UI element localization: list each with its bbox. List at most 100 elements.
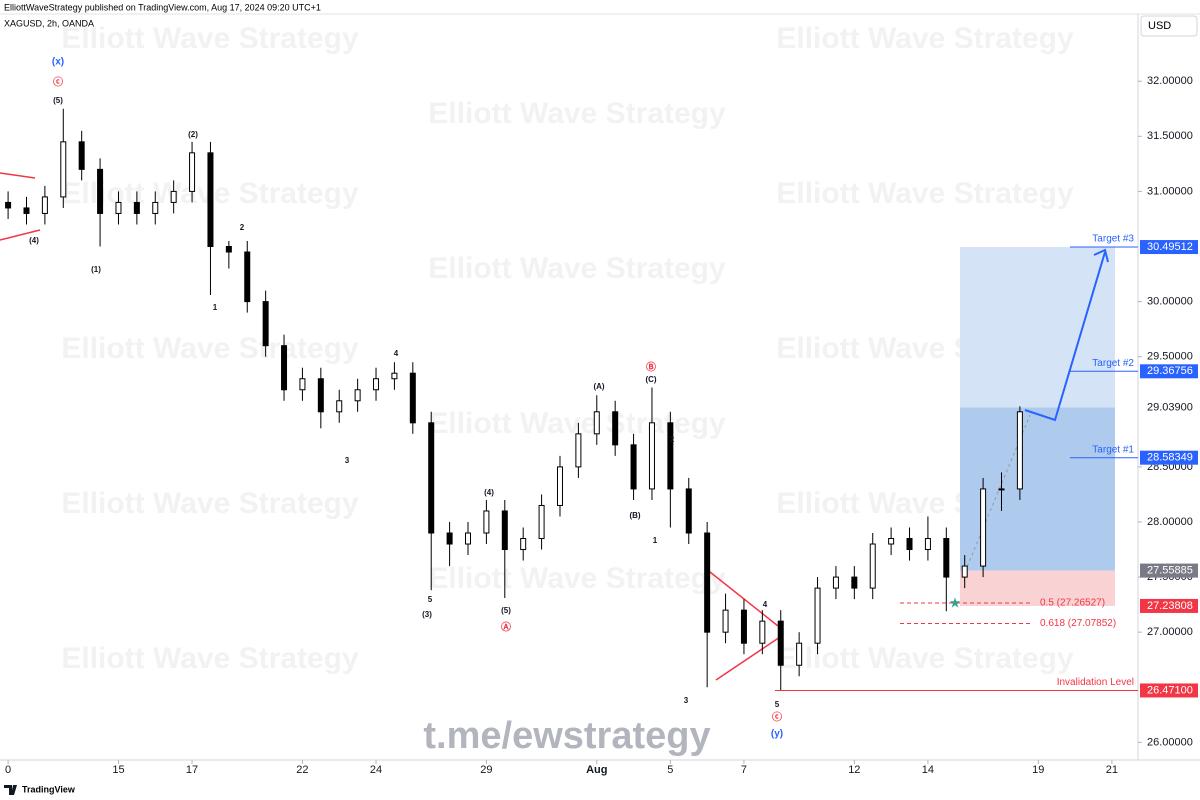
candle-body — [906, 538, 913, 551]
wave-label: (4) — [484, 488, 494, 497]
candle-body — [428, 422, 435, 534]
x-tick-label: 0 — [5, 764, 11, 776]
currency[interactable]: USD — [1148, 20, 1171, 32]
price-tag-label: 29.03900 — [1147, 401, 1193, 413]
x-tick-label: 15 — [112, 764, 124, 776]
candle-body — [722, 609, 729, 633]
wave-label: (4) — [29, 236, 39, 245]
candle-body — [409, 372, 416, 424]
wave-label: (A) — [593, 382, 604, 391]
price-tag-label: 29.36756 — [1147, 365, 1193, 377]
candle-body — [924, 538, 931, 551]
wave-label: 5 — [775, 700, 780, 709]
wave-label: Ⓑ — [646, 361, 656, 374]
candle-body — [869, 543, 876, 589]
currency-box[interactable] — [1140, 15, 1198, 37]
y-tick-label: 32.00000 — [1147, 75, 1193, 87]
candle-body — [97, 168, 104, 214]
candle-body — [281, 345, 288, 391]
price-tag — [1140, 364, 1198, 379]
x-tick-label: 24 — [370, 764, 382, 776]
wave-label: ⓒ — [53, 76, 63, 89]
candle-body — [575, 433, 582, 468]
x-tick-label: 19 — [1032, 764, 1044, 776]
wave-label: 4 — [763, 600, 768, 609]
candle-body — [814, 587, 821, 644]
channel-watermark: t.me/ewstrategy — [423, 715, 710, 757]
y-tick-label: 28.00000 — [1147, 516, 1193, 528]
price-tag-label: 26.47100 — [1147, 684, 1193, 696]
candle-body — [888, 538, 895, 545]
wave-label: 1 — [653, 536, 658, 545]
wave-label: 2 — [670, 435, 675, 444]
stop-zone — [960, 570, 1115, 606]
candle-body — [998, 488, 1005, 491]
wave-label: 3 — [345, 456, 350, 465]
trade-path — [964, 414, 1031, 573]
x-tick-label: 5 — [667, 764, 673, 776]
candle-body — [60, 141, 67, 198]
x-tick-label: 7 — [741, 764, 747, 776]
price-tag — [1140, 598, 1198, 613]
x-tick-label: 22 — [296, 764, 308, 776]
watermark: Elliott Wave Strategy — [428, 97, 726, 130]
watermark: Elliott Wave Strategy — [61, 642, 359, 675]
level-name: Target #1 — [1092, 444, 1134, 455]
watermark: Elliott Wave Strategy — [61, 487, 359, 520]
wave-label: (B) — [629, 511, 640, 520]
wedge-line — [0, 172, 36, 179]
candle-body — [612, 411, 619, 446]
candle-body — [170, 190, 177, 203]
candle-body — [483, 510, 490, 534]
y-tick-label: 30.00000 — [1147, 296, 1193, 308]
y-tick-label: 27.00000 — [1147, 626, 1193, 638]
entry-marker: ★ — [949, 595, 962, 611]
candle-body — [41, 196, 48, 214]
candle-body — [538, 504, 545, 540]
candle-body — [115, 201, 122, 214]
tv-logo — [4, 785, 17, 795]
x-tick-label: 12 — [848, 764, 860, 776]
y-tick-label: 29.50000 — [1147, 351, 1193, 363]
candle-body — [630, 444, 637, 490]
candle-body — [740, 609, 747, 644]
wave-label: 2 — [240, 223, 245, 232]
y-tick-label: 31.50000 — [1147, 130, 1193, 142]
fib-label: 0.618 (27.07852) — [1040, 618, 1116, 629]
wave-label: (5) — [501, 606, 511, 615]
wave-label: Ⓐ — [501, 621, 511, 634]
level-name: Target #3 — [1092, 234, 1134, 245]
wave-label: (C) — [645, 375, 656, 384]
wave-label: 3 — [684, 696, 689, 705]
candle-body — [796, 642, 803, 666]
level-name: Target #2 — [1092, 358, 1134, 369]
candle-body — [520, 538, 527, 551]
y-tick-label: 26.00000 — [1147, 736, 1193, 748]
wave-label: (y) — [771, 729, 783, 740]
candle-body — [152, 201, 159, 214]
fib-label: 0.5 (27.26527) — [1040, 598, 1105, 609]
candle-body — [391, 372, 398, 380]
candle-body — [501, 510, 508, 551]
wave-label: (1) — [91, 265, 101, 274]
publisher: ElliottWaveStrategy published on Trading… — [4, 2, 321, 12]
candle-body — [299, 378, 306, 391]
x-tick-label: 29 — [480, 764, 492, 776]
candle-body — [943, 538, 950, 578]
wave-label: ⓒ — [772, 711, 782, 724]
watermark: Elliott Wave Strategy — [776, 177, 1074, 210]
wave-label: (3) — [422, 610, 432, 619]
price-tag-label: 27.23808 — [1147, 600, 1193, 612]
watermark: Elliott Wave Strategy — [776, 642, 1074, 675]
price-tag — [1140, 563, 1198, 578]
x-tick-label: 14 — [922, 764, 934, 776]
wave-label: 1 — [213, 303, 218, 312]
watermark: Elliott Wave Strategy — [61, 332, 359, 365]
candle-body — [759, 620, 766, 644]
candle-body — [189, 152, 196, 192]
candle-body — [980, 488, 987, 567]
watermark: Elliott Wave Strategy — [428, 562, 726, 595]
candle-body — [777, 620, 784, 666]
